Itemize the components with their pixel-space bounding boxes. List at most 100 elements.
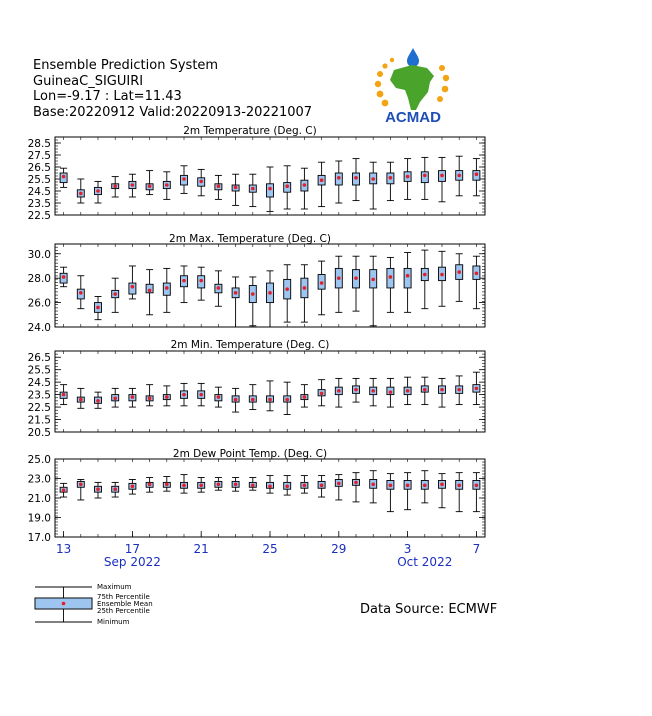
- y-tick-label: 25.5: [28, 174, 51, 186]
- mean-point: [96, 487, 100, 492]
- mean-point: [337, 276, 341, 280]
- mean-point: [337, 389, 341, 393]
- mean-point: [405, 389, 410, 393]
- x-tick-label: 3: [404, 542, 412, 556]
- mean-point: [79, 191, 83, 196]
- mean-point: [199, 483, 203, 488]
- legend-minimum-label: Minimum: [97, 618, 130, 626]
- mean-point: [440, 272, 444, 277]
- mean-point: [457, 270, 462, 274]
- mean-point: [440, 387, 444, 392]
- x-tick-label: 25: [262, 542, 277, 556]
- mean-point: [354, 480, 358, 485]
- mean-point: [233, 397, 238, 402]
- mean-point: [302, 483, 307, 488]
- mean-point: [96, 189, 100, 193]
- mean-point: [268, 186, 272, 191]
- y-tick-label: 26.5: [28, 352, 51, 364]
- iqr-box: [128, 282, 137, 295]
- mean-point: [285, 397, 290, 402]
- legend-mean-point: [61, 601, 66, 606]
- x-tick-label: 21: [194, 542, 209, 556]
- mean-point: [199, 278, 203, 283]
- mean-point: [79, 482, 83, 487]
- y-tick-label: 27.5: [28, 150, 51, 162]
- mean-point: [182, 483, 186, 488]
- mean-point: [79, 397, 83, 402]
- mean-point: [130, 395, 135, 399]
- y-tick-label: 28.5: [28, 138, 51, 150]
- y-tick-label: 24.0: [28, 322, 51, 334]
- x-tick-label: 17: [125, 542, 140, 556]
- mean-point: [96, 399, 100, 403]
- chart-panel-1: 2m Temperature (Deg. C)22.523.524.525.52…: [28, 125, 486, 222]
- chart-panel-3: 2m Min. Temperature (Deg. C) 20.521.522.5…: [28, 339, 486, 439]
- mean-point: [302, 395, 307, 399]
- mean-point: [216, 286, 221, 290]
- mean-point: [302, 286, 307, 290]
- mean-point: [147, 396, 152, 401]
- x-tick-label: 29: [331, 542, 346, 556]
- logo-text: ACMAD: [385, 109, 441, 126]
- y-tick-label: 20.5: [28, 427, 51, 439]
- mean-point: [199, 179, 203, 184]
- mean-point: [61, 488, 66, 493]
- mean-point: [354, 176, 358, 180]
- mean-point: [199, 392, 203, 397]
- mean-point: [457, 387, 462, 392]
- mean-point: [233, 291, 238, 295]
- mean-point: [319, 281, 324, 285]
- mean-point: [371, 482, 376, 487]
- mean-point: [113, 396, 117, 401]
- mean-point: [457, 173, 462, 178]
- mean-point: [371, 389, 376, 393]
- mean-point: [423, 173, 427, 178]
- mean-point: [165, 183, 169, 187]
- mean-point: [233, 185, 238, 190]
- panel-title: 2m Dew Point Temp. (Deg. C): [173, 448, 327, 460]
- mean-point: [130, 484, 135, 489]
- y-tick-label: 26.5: [28, 162, 51, 174]
- mean-point: [147, 482, 152, 487]
- mean-point: [423, 272, 427, 277]
- mean-point: [319, 391, 324, 396]
- mean-point: [354, 276, 358, 280]
- y-tick-label: 21.0: [28, 493, 51, 505]
- panel-title: 2m Temperature (Deg. C): [183, 125, 317, 137]
- mean-point: [423, 483, 427, 488]
- legend-maximum-label: Maximum: [97, 583, 132, 591]
- legend-p25-label: 25th Percentile: [97, 607, 150, 615]
- mean-point: [251, 186, 255, 191]
- x-tick-label: 13: [56, 542, 71, 556]
- y-tick-label: 23.5: [28, 390, 51, 402]
- mean-point: [182, 392, 186, 397]
- y-tick-label: 28.0: [28, 273, 51, 285]
- mean-point: [474, 271, 479, 276]
- mean-point: [130, 284, 135, 289]
- mean-point: [182, 278, 186, 283]
- y-tick-label: 25.5: [28, 365, 51, 377]
- mean-point: [61, 275, 66, 279]
- mean-point: [440, 482, 444, 487]
- x-tick-label: 7: [473, 542, 481, 556]
- mean-point: [251, 292, 255, 296]
- iqr-box: [266, 183, 274, 198]
- y-tick-label: 30.0: [28, 249, 51, 261]
- mean-point: [147, 184, 152, 188]
- y-tick-label: 25.0: [28, 454, 51, 466]
- mean-point: [285, 287, 290, 291]
- iqr-box: [403, 267, 412, 289]
- mean-point: [285, 184, 290, 188]
- mean-point: [96, 305, 100, 310]
- mean-point: [113, 487, 117, 492]
- y-tick-label: 24.5: [28, 186, 51, 198]
- mean-point: [371, 277, 376, 282]
- month-label: Sep 2022: [104, 555, 161, 569]
- mean-point: [113, 292, 117, 296]
- mean-point: [474, 172, 479, 176]
- mean-point: [113, 184, 117, 188]
- mean-point: [337, 176, 341, 180]
- mean-point: [268, 484, 272, 489]
